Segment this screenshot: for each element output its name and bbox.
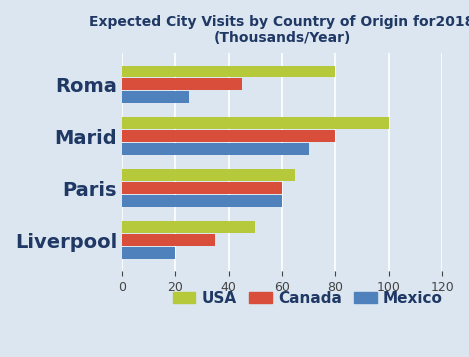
Bar xyxy=(122,117,389,129)
Bar xyxy=(122,65,335,77)
Bar xyxy=(122,169,295,181)
Bar xyxy=(122,79,242,90)
Bar xyxy=(122,91,189,104)
Bar xyxy=(122,130,335,142)
Bar xyxy=(122,234,215,246)
Title: Expected City Visits by Country of Origin for2018
(Thousands/Year): Expected City Visits by Country of Origi… xyxy=(90,15,469,45)
Bar xyxy=(122,182,282,194)
Bar xyxy=(122,221,256,233)
Bar xyxy=(122,247,175,259)
Bar xyxy=(122,144,309,155)
Bar xyxy=(122,195,282,207)
Legend: USA, Canada, Mexico: USA, Canada, Mexico xyxy=(166,285,449,312)
